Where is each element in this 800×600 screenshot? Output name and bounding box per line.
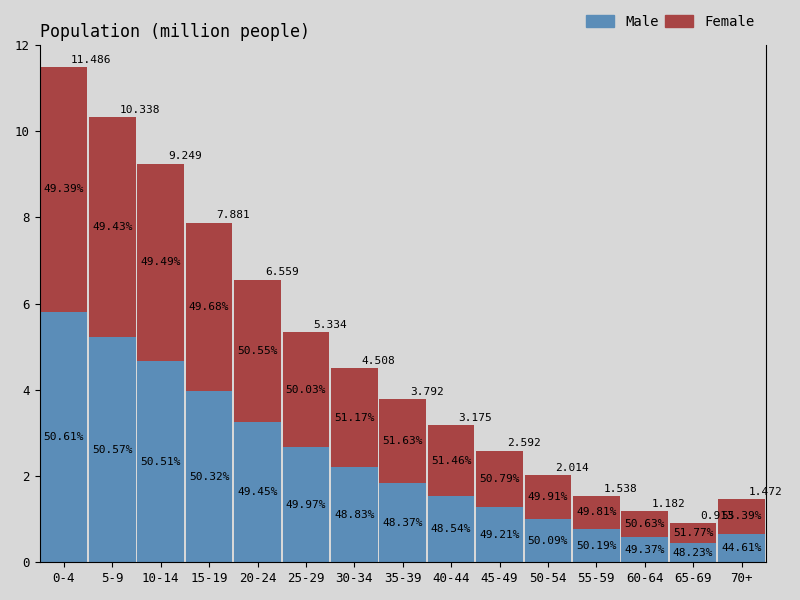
Bar <box>622 511 668 537</box>
Bar <box>89 116 135 337</box>
Text: 51.17%: 51.17% <box>334 413 374 422</box>
Text: 48.23%: 48.23% <box>673 548 714 558</box>
Bar <box>41 67 87 312</box>
Text: 50.19%: 50.19% <box>576 541 617 551</box>
Text: 1.472: 1.472 <box>749 487 782 497</box>
Bar <box>186 223 232 391</box>
Text: 1.538: 1.538 <box>603 484 638 494</box>
Text: 51.63%: 51.63% <box>382 436 423 446</box>
Text: 50.09%: 50.09% <box>528 536 568 545</box>
Text: 9.249: 9.249 <box>168 151 202 161</box>
Text: 49.39%: 49.39% <box>44 184 84 194</box>
Text: 1.182: 1.182 <box>652 499 686 509</box>
Text: 49.81%: 49.81% <box>576 508 617 517</box>
Bar <box>573 529 619 562</box>
Bar <box>89 337 135 562</box>
Text: 3.792: 3.792 <box>410 386 444 397</box>
Text: 5.334: 5.334 <box>313 320 347 330</box>
Bar <box>428 425 474 496</box>
Bar <box>525 519 571 562</box>
Bar <box>718 534 765 562</box>
Bar <box>670 543 716 562</box>
Bar <box>476 507 522 562</box>
Bar <box>234 280 281 422</box>
Bar <box>234 422 281 562</box>
Bar <box>670 523 716 543</box>
Bar <box>186 391 232 562</box>
Text: 48.37%: 48.37% <box>382 518 423 528</box>
Bar <box>138 361 184 562</box>
Text: 49.91%: 49.91% <box>528 492 568 502</box>
Text: 50.79%: 50.79% <box>479 474 520 484</box>
Legend: Male, Female: Male, Female <box>582 11 758 33</box>
Text: 49.37%: 49.37% <box>625 545 665 555</box>
Text: 50.55%: 50.55% <box>238 346 278 356</box>
Text: 50.63%: 50.63% <box>625 519 665 529</box>
Bar <box>573 496 619 529</box>
Text: 4.508: 4.508 <box>362 356 395 366</box>
Bar <box>331 368 378 467</box>
Text: 50.03%: 50.03% <box>286 385 326 395</box>
Text: 51.77%: 51.77% <box>673 528 714 538</box>
Text: 6.559: 6.559 <box>265 268 298 277</box>
Bar <box>476 451 522 507</box>
Text: 2.592: 2.592 <box>506 439 541 448</box>
Bar <box>331 467 378 562</box>
Text: Population (million people): Population (million people) <box>40 23 310 41</box>
Bar <box>138 164 184 361</box>
Text: 44.61%: 44.61% <box>722 543 762 553</box>
Text: 49.21%: 49.21% <box>479 530 520 540</box>
Text: 48.83%: 48.83% <box>334 510 374 520</box>
Text: 50.61%: 50.61% <box>44 432 84 442</box>
Text: 49.43%: 49.43% <box>92 222 133 232</box>
Text: 55.39%: 55.39% <box>722 511 762 521</box>
Bar <box>379 399 426 483</box>
Text: 50.57%: 50.57% <box>92 445 133 455</box>
Text: 2.014: 2.014 <box>555 463 589 473</box>
Text: 11.486: 11.486 <box>71 55 112 65</box>
Bar <box>718 499 765 534</box>
Bar <box>282 332 329 448</box>
Text: 49.49%: 49.49% <box>141 257 181 267</box>
Bar <box>379 483 426 562</box>
Text: 50.51%: 50.51% <box>141 457 181 467</box>
Text: 49.97%: 49.97% <box>286 500 326 510</box>
Bar <box>428 496 474 562</box>
Bar <box>525 475 571 519</box>
Text: 10.338: 10.338 <box>119 104 160 115</box>
Text: 48.54%: 48.54% <box>431 524 471 534</box>
Text: 3.175: 3.175 <box>458 413 492 423</box>
Text: 0.913: 0.913 <box>700 511 734 521</box>
Text: 7.881: 7.881 <box>216 211 250 220</box>
Text: 50.32%: 50.32% <box>189 472 230 482</box>
Text: 49.45%: 49.45% <box>238 487 278 497</box>
Bar <box>41 312 87 562</box>
Bar <box>282 448 329 562</box>
Text: 49.68%: 49.68% <box>189 302 230 312</box>
Text: 51.46%: 51.46% <box>431 455 471 466</box>
Bar <box>622 537 668 562</box>
